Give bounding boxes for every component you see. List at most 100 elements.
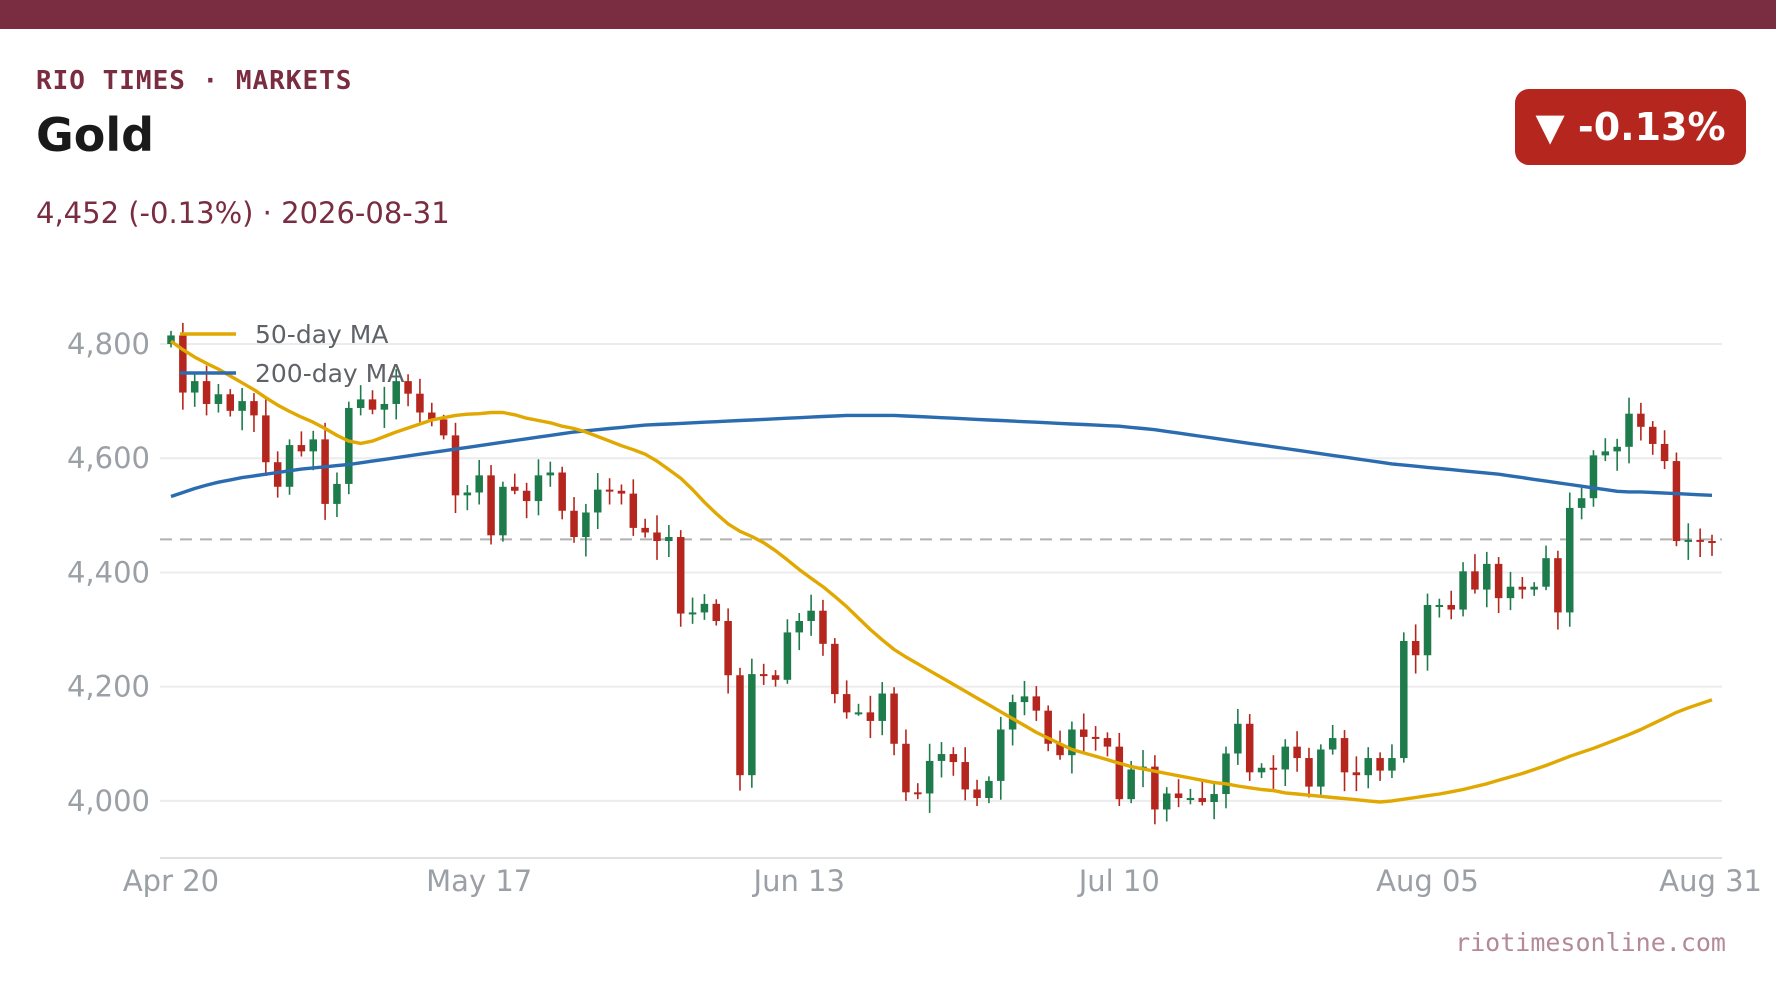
candle-body: [973, 789, 981, 799]
candle-body: [866, 712, 875, 721]
grid-lines: [160, 343, 1722, 859]
change-badge: ▼ -0.13%: [1515, 89, 1746, 165]
candle-body: [878, 693, 886, 721]
candle: [250, 393, 258, 432]
candle: [831, 638, 839, 704]
candle-body: [700, 603, 709, 613]
candle-body: [1222, 753, 1230, 795]
candle-body: [333, 483, 341, 504]
candle: [1091, 726, 1100, 751]
candle-body: [759, 674, 768, 677]
candle-body: [688, 612, 697, 615]
candle-body: [1625, 413, 1633, 447]
candle: [380, 386, 389, 428]
legend: 50-day MA 200-day MA: [180, 320, 404, 388]
candle: [309, 430, 317, 471]
candle: [214, 383, 223, 413]
candle: [1198, 780, 1207, 806]
y-tick-label: 4,000: [67, 784, 150, 818]
candle: [617, 484, 626, 505]
candle-body: [380, 403, 389, 410]
candle-body: [511, 486, 519, 491]
candle: [285, 439, 294, 495]
candle: [1637, 402, 1645, 441]
candle-body: [1245, 723, 1254, 773]
candle: [997, 716, 1005, 800]
candle-body: [949, 754, 958, 763]
candle-body: [902, 743, 910, 793]
candle: [676, 530, 685, 627]
candle: [1068, 721, 1076, 774]
candle: [1625, 397, 1633, 464]
candle: [1684, 523, 1693, 560]
candle-body: [297, 445, 306, 452]
candle-body: [1613, 446, 1621, 452]
candle: [1210, 782, 1218, 820]
candle-body: [1447, 604, 1455, 610]
x-tick-label: Apr 20: [123, 864, 219, 898]
candle: [783, 619, 792, 684]
candle: [356, 385, 365, 416]
candle: [688, 597, 697, 624]
candle-body: [783, 632, 792, 680]
candle: [712, 599, 721, 626]
candle-body: [404, 381, 412, 394]
candle-body: [985, 780, 993, 799]
candle: [333, 472, 341, 518]
candle-body: [273, 462, 282, 487]
candle: [511, 473, 519, 495]
candle-body: [1400, 640, 1408, 759]
ma200-line: [170, 413, 1713, 499]
candle-body: [368, 399, 377, 410]
candle-body: [1411, 640, 1420, 656]
candle-body: [1648, 426, 1657, 444]
y-tick-label: 4,200: [67, 670, 150, 704]
candle: [653, 515, 661, 560]
candle-body: [1435, 604, 1444, 607]
candle: [190, 373, 199, 407]
candle-body: [1008, 702, 1017, 730]
candle-body: [1518, 586, 1527, 590]
candle: [1518, 577, 1527, 599]
candle-body: [558, 472, 566, 511]
candle-body: [1660, 443, 1669, 462]
candle-body: [807, 610, 815, 621]
candle-body: [1281, 746, 1290, 770]
candle: [499, 481, 507, 542]
candle: [297, 431, 306, 457]
candle-body: [771, 675, 780, 680]
chart-title: Gold: [36, 108, 155, 162]
candle-body: [997, 729, 1005, 781]
y-tick-label: 4,600: [67, 441, 150, 475]
candle: [1494, 557, 1503, 613]
candle-body: [202, 381, 211, 404]
candle-body: [736, 675, 744, 776]
candle: [463, 485, 472, 511]
candle-body: [842, 694, 851, 713]
candle-body: [1352, 772, 1361, 776]
candle: [1506, 571, 1515, 611]
candle: [1423, 593, 1432, 671]
candle-body: [167, 335, 175, 344]
candle-body: [285, 445, 294, 487]
candle: [937, 742, 946, 778]
candle: [570, 497, 578, 543]
candle: [321, 422, 329, 520]
candle-body: [605, 489, 614, 492]
brand-label: RIO TIMES · MARKETS: [36, 66, 353, 96]
candle: [842, 680, 851, 719]
candle-body: [428, 412, 436, 420]
candle-body: [1637, 413, 1645, 427]
candle: [1020, 680, 1029, 716]
candle-body: [321, 439, 329, 504]
candle-body: [345, 407, 353, 484]
candle-body: [522, 490, 531, 502]
candle-body: [1269, 767, 1278, 770]
candle: [1281, 739, 1290, 787]
price-subtitle: 4,452 (-0.13%) · 2026-08-31: [36, 196, 450, 230]
candle-body: [629, 493, 638, 528]
x-tick-label: May 17: [426, 864, 532, 898]
candle: [226, 389, 235, 417]
candle-body: [1198, 798, 1207, 803]
candle-body: [795, 620, 804, 633]
